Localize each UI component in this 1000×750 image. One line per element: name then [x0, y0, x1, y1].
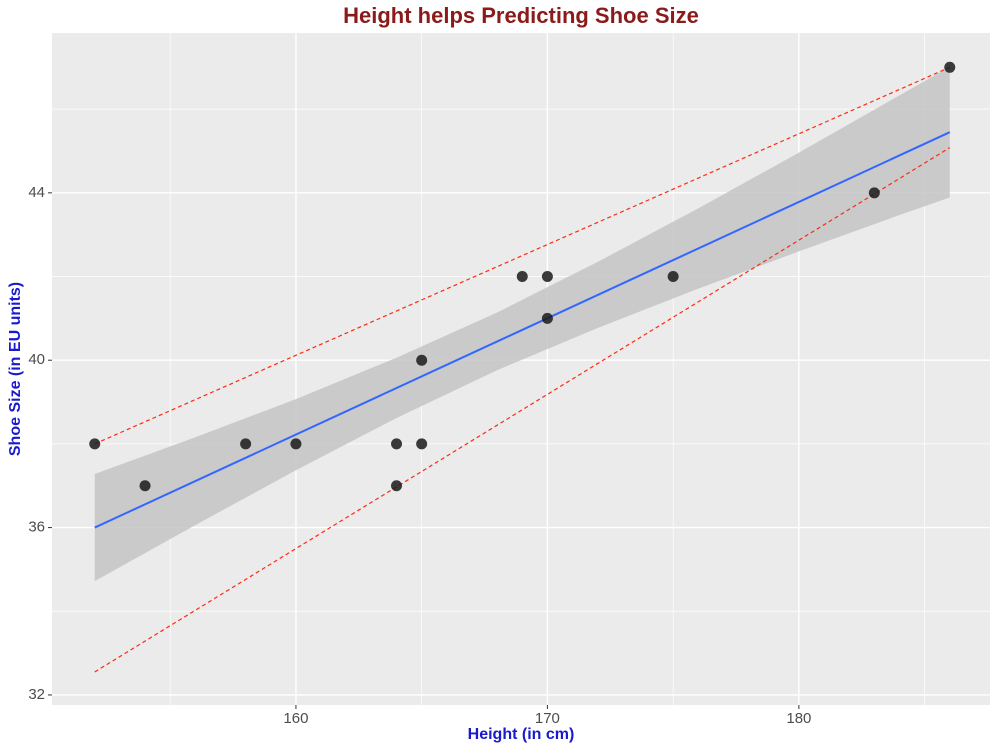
y-tick-label: 40: [28, 351, 45, 368]
point: [541, 271, 553, 283]
point: [416, 438, 428, 450]
point: [290, 438, 302, 450]
point: [541, 312, 553, 324]
point: [944, 61, 956, 73]
point: [667, 271, 679, 283]
y-axis-label: Shoe Size (in EU units): [7, 282, 24, 456]
guide-line: [94, 66, 951, 445]
x-tick-label: 160: [283, 710, 308, 727]
point: [868, 187, 880, 199]
point: [416, 354, 428, 366]
point: [391, 438, 403, 450]
y-tick-label: 44: [28, 184, 45, 201]
y-tick-label: 36: [28, 519, 45, 536]
x-tick-label: 180: [786, 710, 811, 727]
chart-title: Height helps Predicting Shoe Size: [343, 3, 699, 28]
confidence-band: [94, 66, 950, 582]
y-tick-label: 32: [28, 686, 45, 703]
point: [516, 271, 528, 283]
point: [391, 480, 403, 492]
point: [139, 480, 151, 492]
fit-line: [94, 131, 951, 529]
point: [89, 438, 101, 450]
x-axis-label: Height (in cm): [468, 726, 575, 743]
x-tick-label: 170: [535, 710, 560, 727]
point: [240, 438, 252, 450]
marks: [89, 61, 956, 673]
guide-line: [94, 147, 951, 673]
